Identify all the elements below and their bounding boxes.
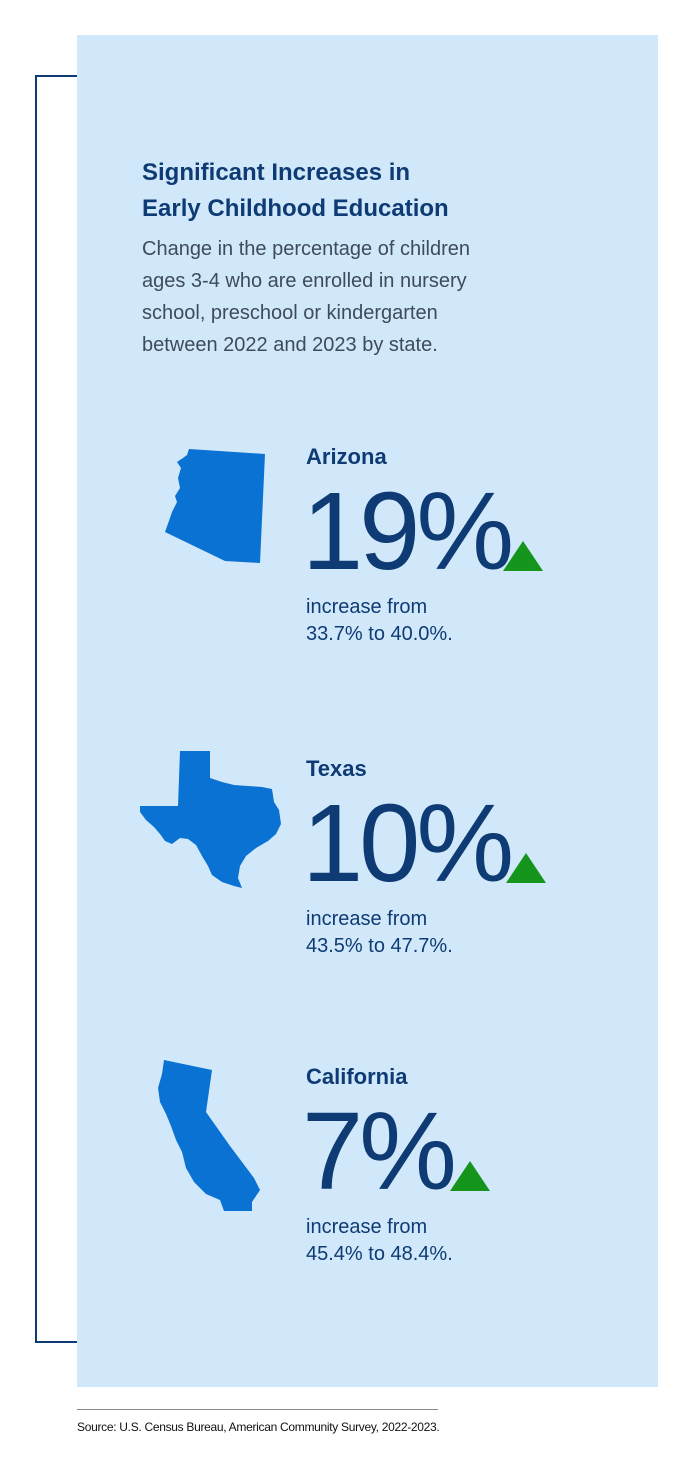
desc-line-1: increase from <box>306 908 428 930</box>
arrow-up-icon <box>450 1161 490 1191</box>
desc-line-2: 43.5% to 47.7%. <box>306 935 453 957</box>
source-divider <box>77 1409 438 1410</box>
subtitle-line-3: school, preschool or kindergarten <box>142 302 438 324</box>
arrow-up-icon <box>506 853 546 883</box>
source-note: Source: U.S. Census Bureau, American Com… <box>77 1420 440 1434</box>
desc-line-2: 45.4% to 48.4%. <box>306 1243 453 1265</box>
subtitle-line-4: between 2022 and 2023 by state. <box>142 334 438 356</box>
title-line-2: Early Childhood Education <box>142 195 449 222</box>
state-name-arizona: Arizona <box>306 444 387 469</box>
state-desc-california: increase from 45.4% to 48.4%. <box>306 1214 546 1268</box>
state-change-texas: 10% <box>302 782 514 905</box>
subtitle-line-2: ages 3-4 who are enrolled in nursery <box>142 270 467 292</box>
arizona-map-icon <box>165 449 265 563</box>
desc-line-2: 33.7% to 40.0%. <box>306 623 453 645</box>
infographic-panel <box>77 35 658 1387</box>
state-change-arizona: 19% <box>302 470 514 593</box>
state-desc-texas: increase from 43.5% to 47.7%. <box>306 906 546 960</box>
state-desc-arizona: increase from 33.7% to 40.0%. <box>306 594 546 648</box>
title-line-1: Significant Increases in <box>142 159 411 186</box>
state-change-california: 7% <box>302 1090 457 1213</box>
page-subtitle: Change in the percentage of children age… <box>142 233 602 361</box>
arrow-up-icon <box>503 541 543 571</box>
state-name-texas: Texas <box>306 756 367 781</box>
page-title: Significant Increases in Early Childhood… <box>142 155 622 227</box>
desc-line-1: increase from <box>306 596 428 618</box>
state-name-california: California <box>306 1064 408 1089</box>
subtitle-line-1: Change in the percentage of children <box>142 238 471 260</box>
texas-map-icon <box>140 751 281 888</box>
desc-line-1: increase from <box>306 1216 428 1238</box>
california-map-icon <box>158 1060 260 1211</box>
